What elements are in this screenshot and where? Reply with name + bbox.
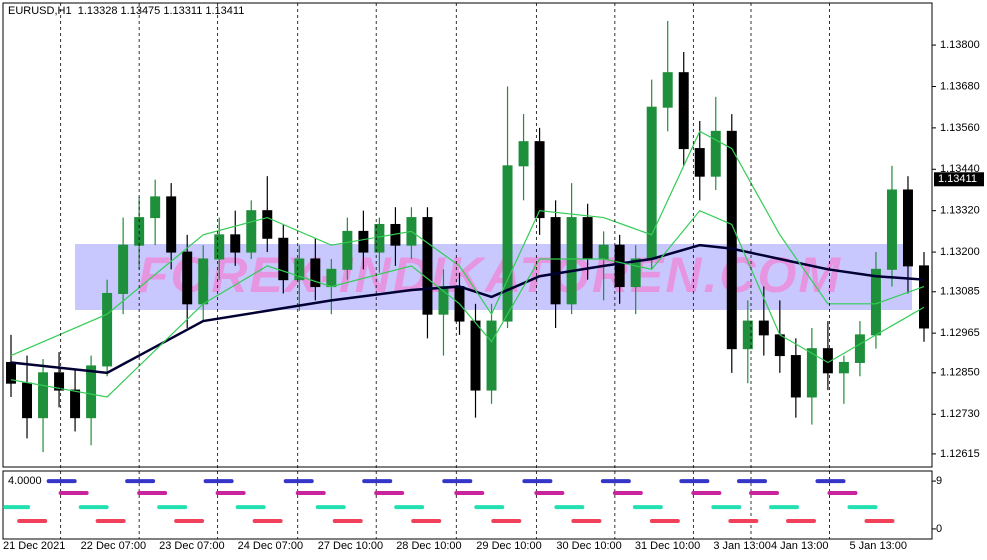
x-tick-label: 27 Dec 10:00 [318, 540, 383, 552]
x-tick-label: 22 Dec 07:00 [81, 540, 146, 552]
x-tick-label: 31 Dec 10:00 [635, 540, 700, 552]
indicator-tick-label: 0 [936, 523, 942, 535]
y-tick-label: 1.12730 [940, 408, 980, 420]
x-tick-label: 5 Jan 13:00 [849, 540, 907, 552]
x-tick-label: 23 Dec 07:00 [159, 540, 224, 552]
candle-body [118, 244, 129, 294]
symbol: EURUSD,H1 [8, 5, 72, 17]
candle-body [22, 382, 33, 419]
candle-body [518, 141, 529, 167]
x-tick-label: 28 Dec 10:00 [396, 540, 461, 552]
candle-body [470, 320, 481, 391]
price-frame [2, 2, 933, 468]
y-tick-label: 1.13680 [940, 80, 980, 92]
candle-body [422, 217, 433, 315]
candle-body [742, 320, 753, 350]
candle-body [326, 268, 337, 288]
candle-body [230, 234, 241, 253]
high-price: 1.13475 [121, 5, 161, 17]
candle-body [246, 210, 257, 253]
candle-body [790, 355, 801, 398]
open-price: 1.13328 [78, 5, 118, 17]
candle-body [630, 258, 641, 288]
y-tick-label: 1.13200 [940, 246, 980, 258]
price-label: 1.13411 [938, 173, 977, 185]
candle-body [582, 217, 593, 260]
moving-average [10, 130, 925, 357]
candle-body [166, 196, 177, 253]
y-tick-label: 1.13085 [940, 286, 980, 298]
x-tick-label: 21 Dec 2021 [3, 540, 65, 552]
candle-body [262, 210, 273, 239]
candle-body [774, 334, 785, 357]
candle-body [342, 230, 353, 270]
candle-body [566, 217, 577, 305]
x-tick-label: 4 Jan 13:00 [771, 540, 829, 552]
y-tick-label: 1.12850 [940, 367, 980, 379]
candle-body [38, 372, 49, 419]
candle-body [294, 258, 305, 281]
indicator-frame [2, 470, 933, 540]
x-tick-label: 30 Dec 10:00 [556, 540, 621, 552]
y-tick-label: 1.13320 [940, 205, 980, 217]
watermark: FOREX-INDIKATOREN.COM [138, 247, 842, 303]
candle-body [919, 265, 929, 329]
candle-body [486, 320, 497, 391]
candle-body [310, 258, 321, 288]
moving-average [10, 209, 925, 398]
y-tick-label: 1.13800 [940, 39, 980, 51]
y-tick-label: 1.12615 [940, 448, 980, 460]
candle-body [758, 320, 769, 336]
price-pane: FOREX-INDIKATOREN.COM [6, 20, 929, 453]
candle-body [678, 72, 689, 150]
candle-body [150, 196, 161, 219]
candle-body [534, 141, 545, 219]
y-tick-label: 1.13560 [940, 122, 980, 134]
candle-body [614, 244, 625, 288]
candle-body [358, 230, 369, 253]
x-tick-label: 3 Jan 13:00 [713, 540, 771, 552]
moving-average [10, 243, 925, 375]
candle-body [86, 365, 97, 419]
candle-body [278, 237, 289, 281]
candle-body [902, 189, 913, 267]
candle-body [102, 292, 113, 367]
candle-body [710, 130, 721, 177]
indicator-label: 4.0000 [8, 475, 42, 487]
candle-body [598, 244, 609, 260]
y-tick-label: 1.13440 [940, 163, 980, 175]
candle-body [70, 389, 81, 419]
candle-body [646, 106, 657, 260]
x-tick-label: 24 Dec 07:00 [238, 540, 303, 552]
candle-body [198, 258, 209, 305]
header: EURUSD,H1 1.13328 1.13475 1.13311 1.1341… [8, 5, 244, 17]
candle-body [886, 189, 897, 270]
candle-body [694, 148, 705, 177]
close-price: 1.13411 [205, 5, 244, 17]
candle-body [822, 348, 833, 374]
candle-body [182, 251, 193, 305]
x-tick-label: 29 Dec 10:00 [476, 540, 541, 552]
candle-body [214, 234, 225, 260]
indicator-tick-label: 9 [936, 475, 942, 487]
candle-body [838, 361, 849, 374]
price-label-box [934, 172, 984, 187]
candle-body [726, 130, 737, 350]
candle-body [550, 217, 561, 305]
candle-body [662, 72, 673, 108]
candle-body [54, 372, 65, 391]
y-tick-label: 1.12965 [940, 327, 980, 339]
low-price: 1.13311 [163, 5, 202, 17]
candle-body [502, 165, 513, 322]
candle-body [806, 348, 817, 398]
candle-body [854, 334, 865, 363]
